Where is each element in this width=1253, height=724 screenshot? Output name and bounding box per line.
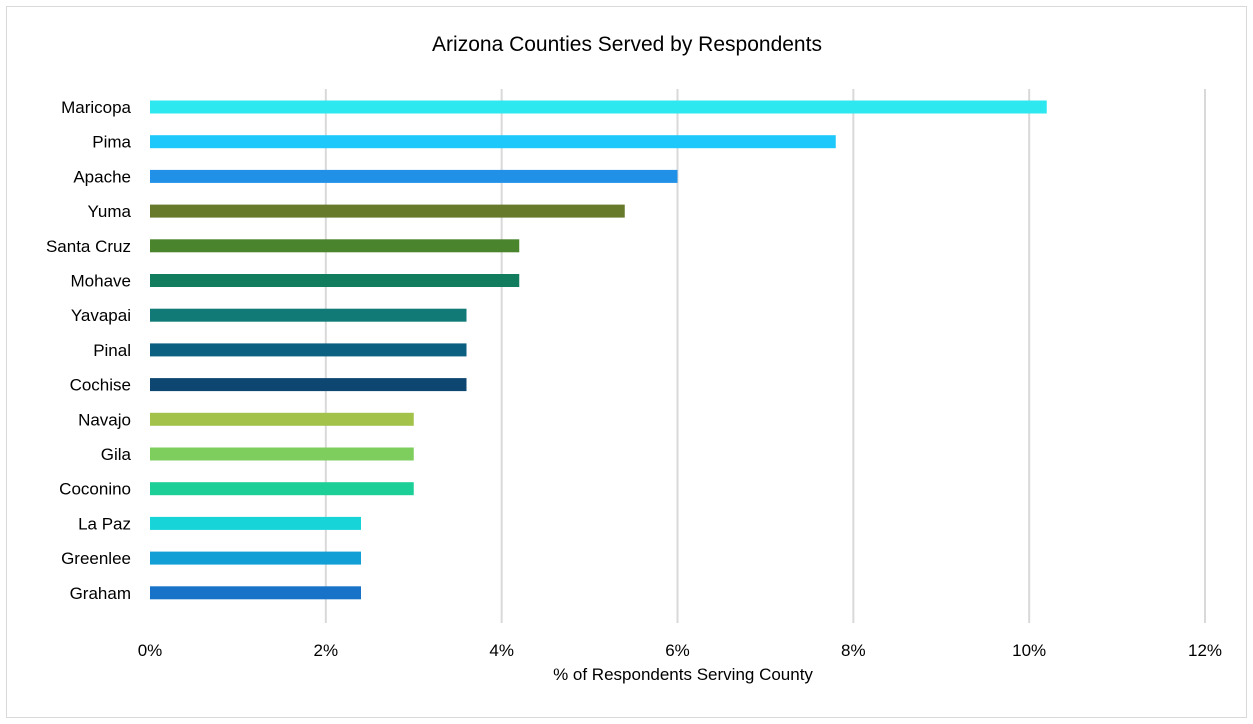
bar bbox=[150, 100, 1047, 114]
x-tick-label: 0% bbox=[138, 641, 163, 660]
bars bbox=[150, 100, 1047, 600]
category-label: Maricopa bbox=[61, 98, 131, 117]
bar-chart: Arizona Counties Served by Respondents M… bbox=[46, 33, 1222, 684]
x-axis-title: % of Respondents Serving County bbox=[553, 665, 813, 684]
category-label: Gila bbox=[101, 445, 132, 464]
x-tick-label: 12% bbox=[1188, 641, 1222, 660]
bar bbox=[150, 343, 467, 357]
category-label: Greenlee bbox=[61, 549, 131, 568]
chart-title: Arizona Counties Served by Respondents bbox=[432, 33, 822, 56]
bar bbox=[150, 551, 361, 565]
bar bbox=[150, 516, 361, 530]
bar bbox=[150, 482, 414, 496]
category-label: Pima bbox=[92, 133, 131, 152]
x-tick-label: 10% bbox=[1012, 641, 1046, 660]
category-label: La Paz bbox=[78, 514, 131, 533]
bar bbox=[150, 586, 361, 600]
category-label: Yuma bbox=[88, 202, 132, 221]
chart-frame: Arizona Counties Served by Respondents M… bbox=[6, 6, 1247, 718]
bar bbox=[150, 169, 678, 183]
category-label: Yavapai bbox=[71, 306, 131, 325]
bar bbox=[150, 447, 414, 461]
x-tick-label: 8% bbox=[841, 641, 866, 660]
category-labels: Maricopa Pima Apache Yuma Santa Cruz Mohave Ya… bbox=[46, 98, 132, 603]
category-label: Pinal bbox=[93, 341, 131, 360]
category-label: Coconino bbox=[59, 480, 131, 499]
bar bbox=[150, 378, 467, 392]
x-tick-label: 4% bbox=[489, 641, 514, 660]
category-label: Cochise bbox=[70, 376, 131, 395]
x-tick-label: 2% bbox=[314, 641, 339, 660]
x-tick-labels: 0% 2% 4% 6% 8% 10% 12% bbox=[138, 641, 1222, 660]
category-label: Navajo bbox=[78, 410, 131, 429]
bar bbox=[150, 239, 520, 253]
category-label: Santa Cruz bbox=[46, 237, 131, 256]
category-label: Graham bbox=[70, 584, 131, 603]
x-tick-label: 6% bbox=[665, 641, 690, 660]
bar bbox=[150, 204, 625, 218]
category-label: Mohave bbox=[71, 272, 131, 291]
bar bbox=[150, 135, 836, 149]
bar bbox=[150, 308, 467, 322]
bar bbox=[150, 412, 414, 426]
bar bbox=[150, 274, 520, 287]
category-label: Apache bbox=[73, 167, 131, 186]
